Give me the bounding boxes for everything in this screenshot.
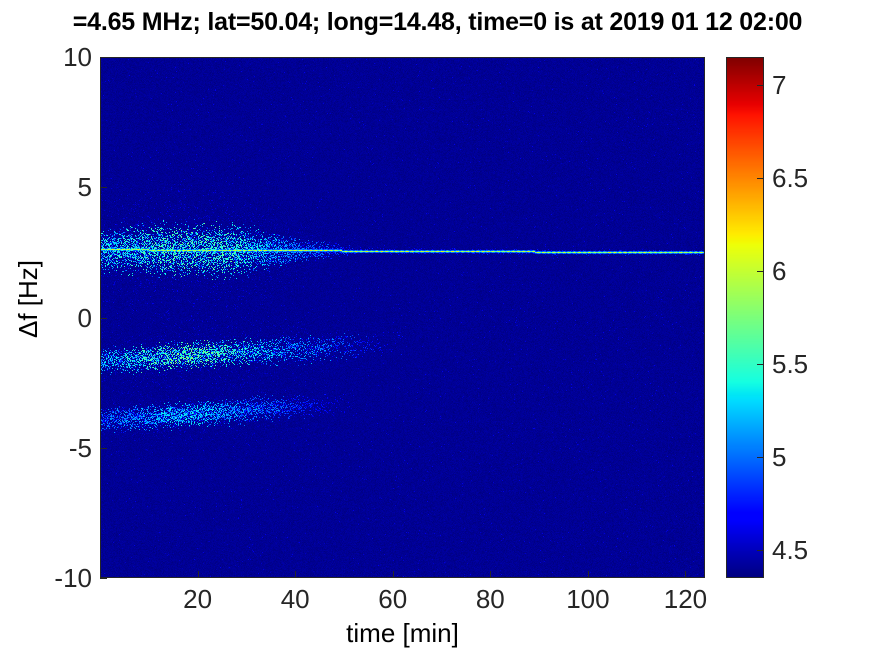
y-tick-label: 0 <box>77 302 92 333</box>
y-tickmark <box>100 448 107 449</box>
x-tickmark <box>490 571 491 578</box>
colorbar-tick-label: 6 <box>772 255 787 286</box>
colorbar-tickmark <box>757 457 764 458</box>
x-tickmark <box>198 571 199 578</box>
x-tickmark <box>393 571 394 578</box>
colorbar-tickmark <box>757 364 764 365</box>
chart-title: =4.65 MHz; lat=50.04; long=14.48, time=0… <box>72 8 803 36</box>
y-tickmark <box>100 187 107 188</box>
colorbar-tickmark <box>757 178 764 179</box>
colorbar-tick-label: 4.5 <box>772 535 809 566</box>
x-tickmark <box>295 571 296 578</box>
x-tickmark <box>588 571 589 578</box>
x-tick-label: 120 <box>663 584 708 614</box>
y-axis-tick-labels: 10 5 0 -5 -10 <box>0 0 92 656</box>
x-tick-label: 40 <box>280 584 310 614</box>
y-tick-label: -5 <box>68 432 92 463</box>
colorbar-tickmark <box>757 85 764 86</box>
y-tickmark <box>100 578 107 579</box>
colorbar-tick-label: 5.5 <box>772 349 809 380</box>
colorbar-tickmark <box>757 550 764 551</box>
x-tick-label: 20 <box>183 584 213 614</box>
x-tick-label: 60 <box>378 584 408 614</box>
spectrogram-plot-area <box>100 57 705 578</box>
spectrogram-image <box>100 57 705 578</box>
colorbar-tick-label: 6.5 <box>772 162 809 193</box>
colorbar-gradient <box>726 57 764 578</box>
y-tick-label: 5 <box>77 172 92 203</box>
x-tickmark <box>685 571 686 578</box>
colorbar-tick-label: 7 <box>772 69 787 100</box>
y-tickmark <box>100 57 107 58</box>
y-tick-label: -10 <box>54 563 92 593</box>
colorbar-tick-label: 5 <box>772 442 787 473</box>
x-tick-label: 80 <box>475 584 505 614</box>
y-axis-label: Δf [Hz] <box>13 259 43 339</box>
y-tickmark <box>100 318 107 319</box>
x-tick-label: 100 <box>566 584 610 614</box>
x-axis-label: time [min] <box>346 618 459 648</box>
colorbar-tickmark <box>757 271 764 272</box>
y-tick-label: 10 <box>63 42 92 72</box>
colorbar <box>726 57 764 578</box>
